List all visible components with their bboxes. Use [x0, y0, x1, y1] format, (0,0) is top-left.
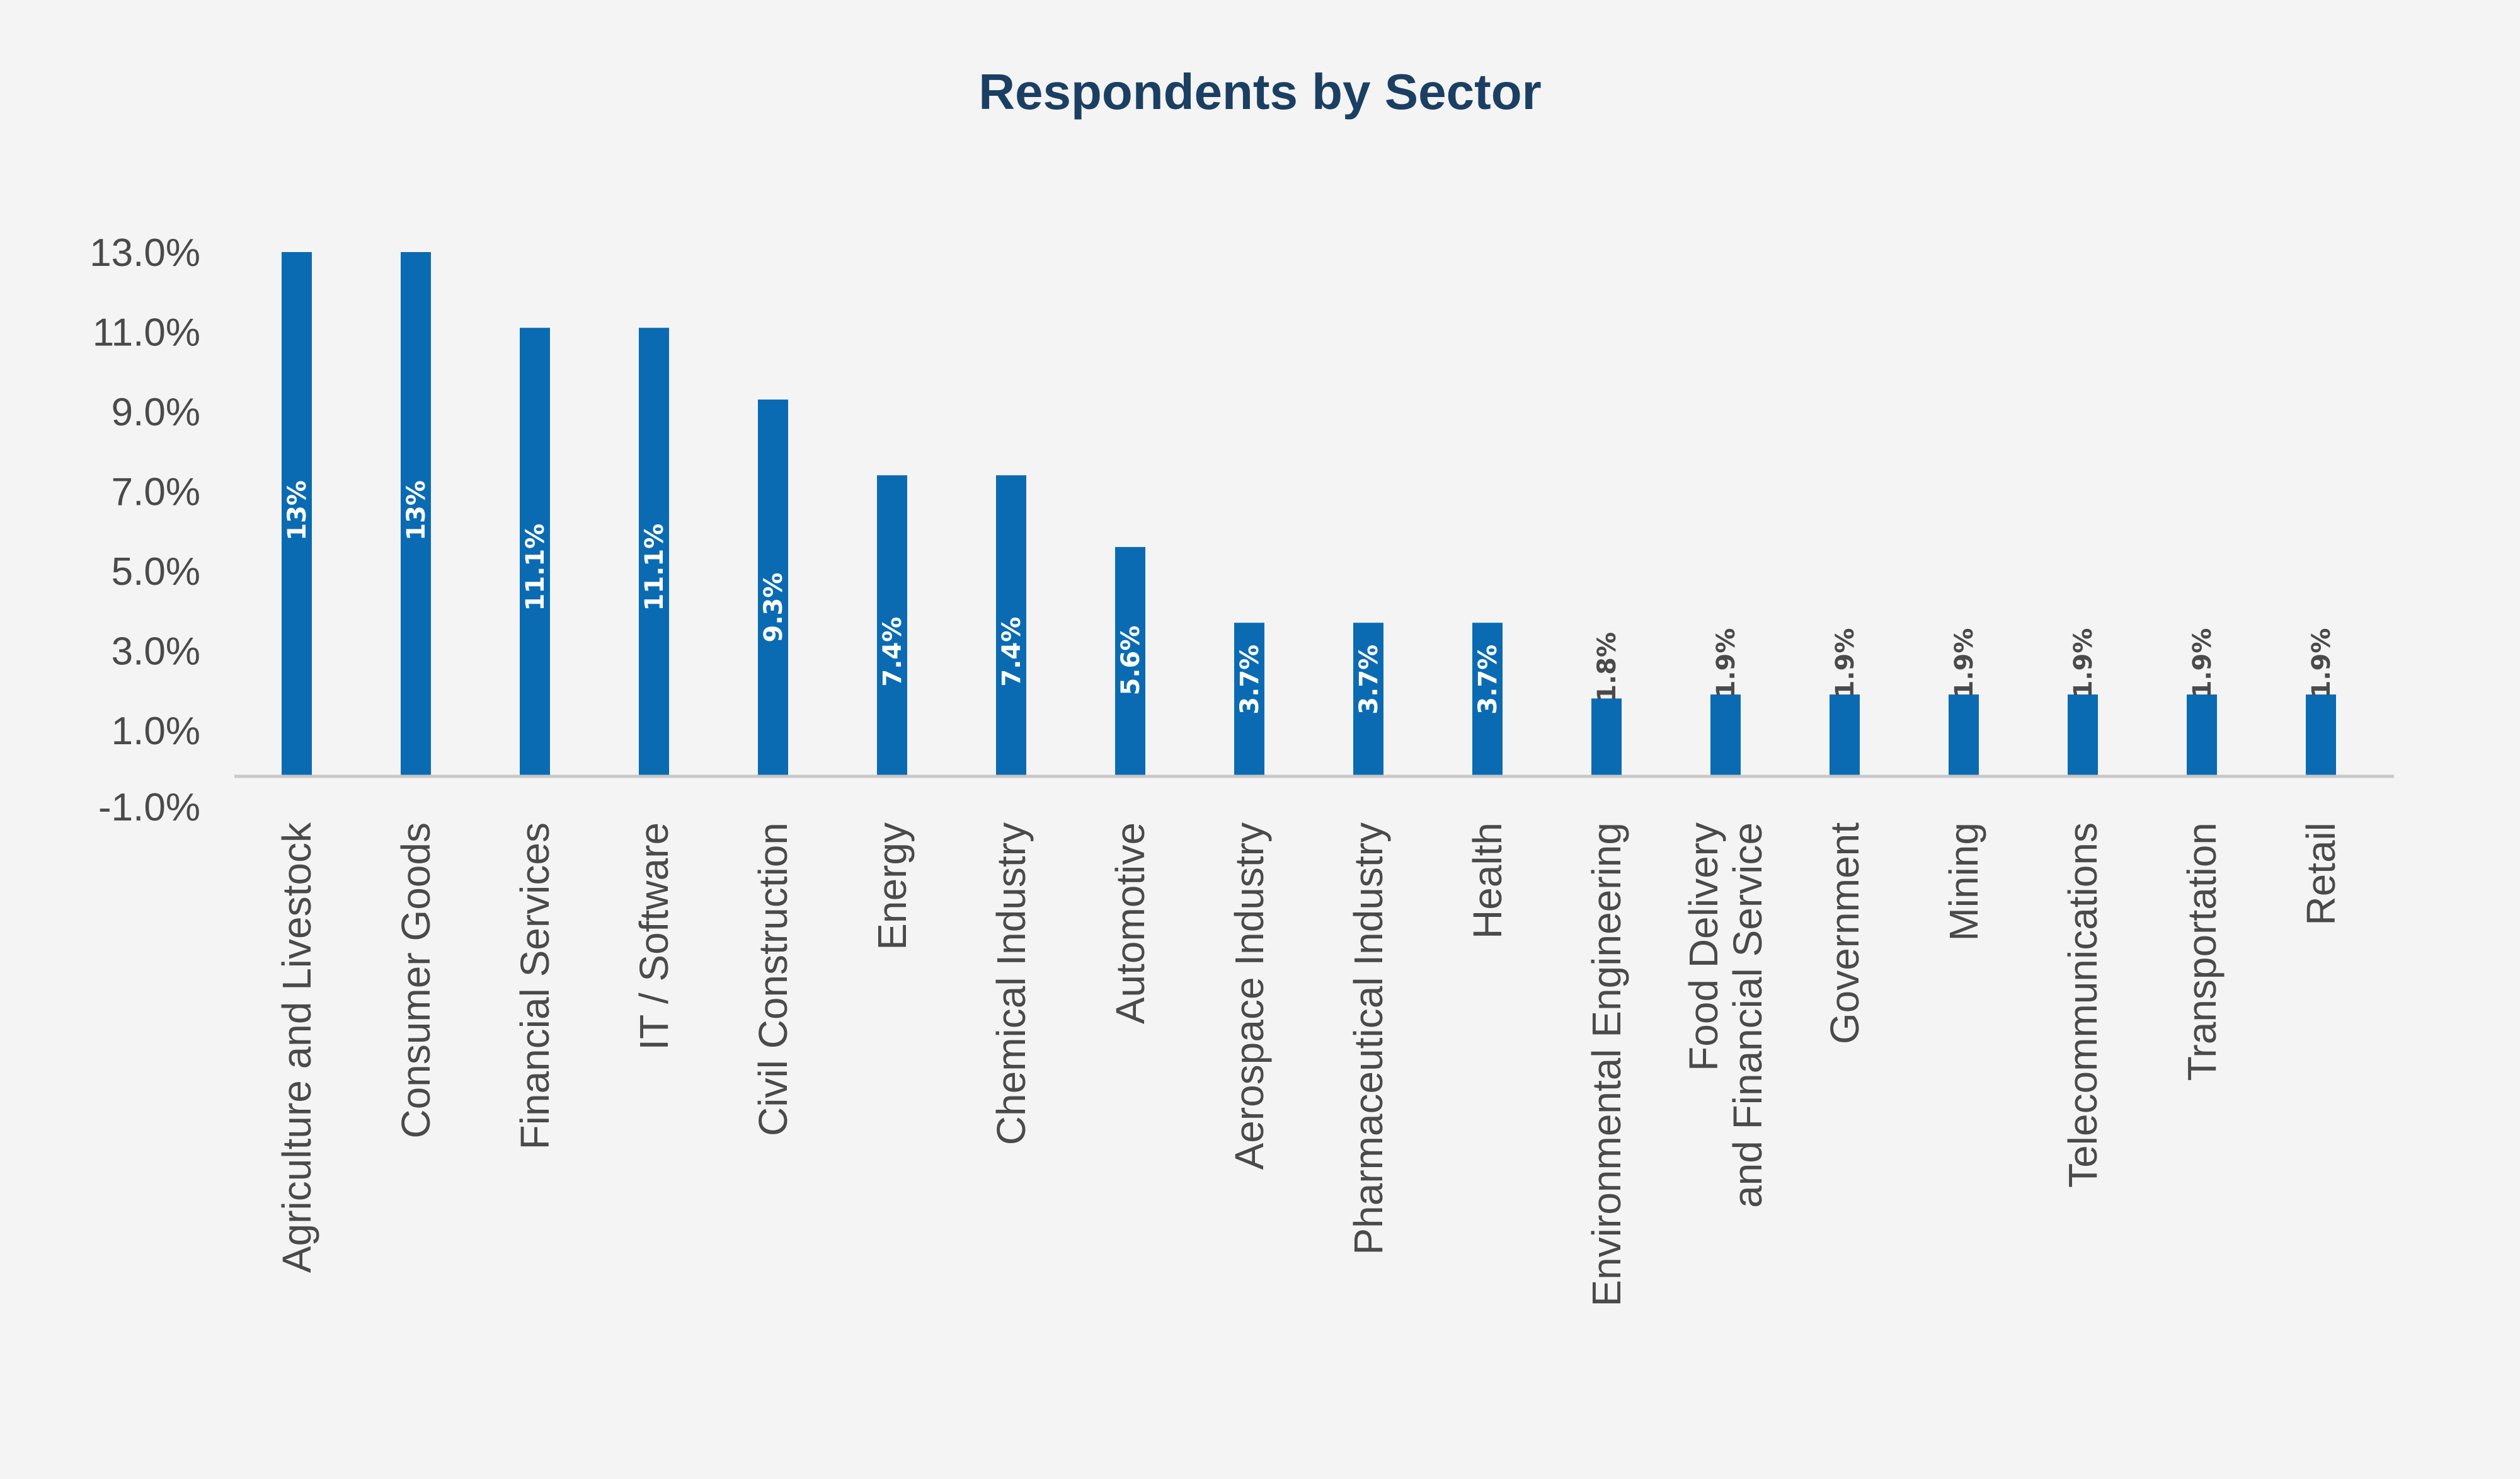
bar — [401, 252, 431, 776]
category-label: Telecommunications — [2060, 822, 2105, 1188]
y-tick-label: 13.0% — [89, 231, 200, 275]
category-label: Transportation — [2179, 822, 2225, 1081]
data-label: 9.3% — [759, 573, 788, 643]
category-label: Civil Construction — [750, 822, 796, 1136]
category-label: Automotive — [1108, 822, 1153, 1024]
data-label: 11.1% — [521, 524, 550, 611]
bar — [1591, 698, 1622, 776]
bar — [2306, 694, 2336, 776]
y-tick-label: 11.0% — [93, 311, 200, 355]
bar — [1472, 623, 1503, 776]
category-label: Health — [1465, 822, 1510, 939]
category-label: Mining — [1941, 822, 1986, 941]
y-tick-label: 3.0% — [112, 630, 200, 674]
data-label: 1.9% — [1831, 628, 1860, 698]
y-tick-label: 9.0% — [112, 391, 200, 434]
category-label: Consumer Goods — [393, 822, 438, 1139]
data-label: 5.6% — [1116, 626, 1145, 696]
bar — [996, 475, 1026, 776]
bar — [282, 252, 312, 776]
data-label: 3.7% — [1354, 645, 1383, 715]
bar — [1234, 623, 1264, 776]
data-label: 13% — [402, 480, 431, 541]
category-label: Aerospace Industry — [1227, 822, 1272, 1170]
bar — [1353, 623, 1383, 776]
y-tick-label: -1.0% — [98, 786, 200, 829]
bar — [2187, 694, 2217, 776]
bar — [1710, 694, 1741, 776]
y-tick-label: 5.0% — [112, 550, 200, 594]
category-label: Food Delivery — [1681, 822, 1726, 1071]
data-label: 1.9% — [1950, 628, 1979, 698]
bar — [1830, 694, 1860, 776]
bar — [1115, 547, 1145, 776]
category-label: Environmental Engineering — [1584, 822, 1629, 1306]
category-label: IT / Software — [631, 822, 677, 1050]
bar — [758, 400, 788, 776]
category-label: Government — [1822, 822, 1867, 1044]
data-label: 1.9% — [1712, 628, 1741, 698]
bar — [520, 328, 550, 776]
data-label: 3.7% — [1235, 645, 1264, 715]
y-tick-label: 1.0% — [112, 710, 200, 753]
category-label: Pharmaceutical Industry — [1346, 822, 1391, 1255]
data-label: 11.1% — [640, 524, 669, 611]
data-label: 1.9% — [2069, 628, 2098, 698]
category-label: Energy — [869, 822, 915, 950]
bar — [639, 328, 669, 776]
data-label: 7.4% — [997, 617, 1026, 687]
data-label: 13% — [283, 480, 312, 541]
category-label: Agriculture and Livestock — [274, 822, 319, 1273]
category-label: Retail — [2298, 822, 2344, 926]
bar — [2068, 694, 2098, 776]
category-label: Financial Services — [512, 822, 558, 1149]
chart-title: Respondents by Sector — [978, 64, 1542, 120]
data-label: 1.9% — [2188, 628, 2217, 698]
data-label: 1.9% — [2307, 628, 2336, 698]
data-label: 3.7% — [1474, 645, 1503, 715]
category-label: Chemical Industry — [988, 822, 1034, 1145]
data-label: 1.8% — [1593, 632, 1622, 702]
bar — [1949, 694, 1979, 776]
category-label: and Financial Service — [1725, 822, 1770, 1208]
bar — [877, 475, 907, 776]
data-label: 7.4% — [878, 617, 907, 687]
y-tick-label: 7.0% — [112, 471, 200, 514]
